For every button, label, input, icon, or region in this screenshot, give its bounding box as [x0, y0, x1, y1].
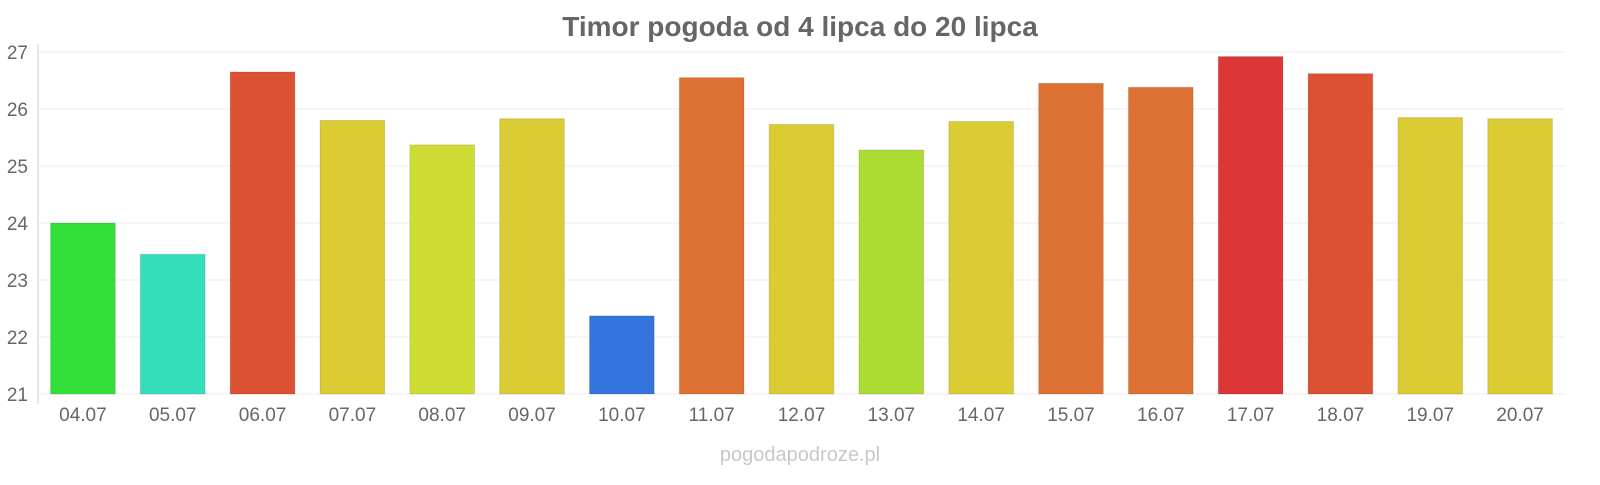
- bar-07.07: [319, 119, 386, 395]
- x-tick-label: 15.07: [1047, 405, 1095, 426]
- y-tick-label: 23: [7, 271, 28, 292]
- bar-06.07: [229, 71, 296, 395]
- site-watermark: pogodapodroze.pl: [720, 444, 880, 466]
- y-tick-label: 22: [7, 328, 28, 349]
- x-tick-label: 10.07: [598, 405, 646, 426]
- bar-04.07: [50, 222, 116, 395]
- y-axis-ticks: 21 22 23 24 25 26 27: [7, 43, 29, 406]
- bar-19.07: [1397, 117, 1464, 395]
- y-tick-label: 27: [7, 43, 28, 64]
- x-tick-label: 11.07: [689, 405, 735, 426]
- bar-13.07: [858, 149, 925, 395]
- x-tick-label: 14.07: [957, 405, 1005, 426]
- x-tick-label: 18.07: [1317, 405, 1365, 426]
- bar-16.07: [1127, 86, 1194, 395]
- bar-14.07: [948, 121, 1014, 395]
- x-tick-label: 07.07: [329, 405, 377, 426]
- x-tick-label: 17.07: [1227, 405, 1275, 426]
- bar-10.07: [589, 315, 655, 395]
- y-tick-label: 24: [7, 214, 29, 235]
- bar-09.07: [499, 118, 565, 395]
- bar-11.07: [678, 77, 745, 395]
- y-tick-label: 26: [7, 100, 28, 121]
- x-tick-label: 19.07: [1406, 405, 1454, 426]
- x-axis-ticks: 04.07 05.07 06.07 07.07 08.07 09.07 10.07 11.07…: [59, 405, 1544, 426]
- y-tick-label: 25: [7, 157, 28, 178]
- x-tick-label: 08.07: [418, 405, 466, 426]
- y-tick-label: 21: [7, 385, 28, 406]
- x-tick-label: 04.07: [59, 405, 107, 426]
- x-tick-label: 16.07: [1137, 405, 1185, 426]
- x-tick-label: 05.07: [149, 405, 197, 426]
- bar-18.07: [1307, 73, 1374, 395]
- chart-title: Timor pogoda od 4 lipca do 20 lipca: [562, 11, 1038, 42]
- x-tick-label: 20.07: [1496, 405, 1544, 426]
- bar-20.07: [1487, 118, 1553, 395]
- x-tick-label: 06.07: [239, 405, 287, 426]
- bars: [50, 56, 1553, 395]
- x-tick-label: 12.07: [778, 405, 826, 426]
- bar-17.07: [1217, 56, 1284, 395]
- bar-05.07: [139, 253, 206, 395]
- x-tick-label: 13.07: [868, 405, 916, 426]
- bar-08.07: [409, 144, 476, 395]
- bar-12.07: [768, 123, 835, 395]
- bar-15.07: [1038, 82, 1104, 395]
- x-tick-label: 09.07: [508, 405, 556, 426]
